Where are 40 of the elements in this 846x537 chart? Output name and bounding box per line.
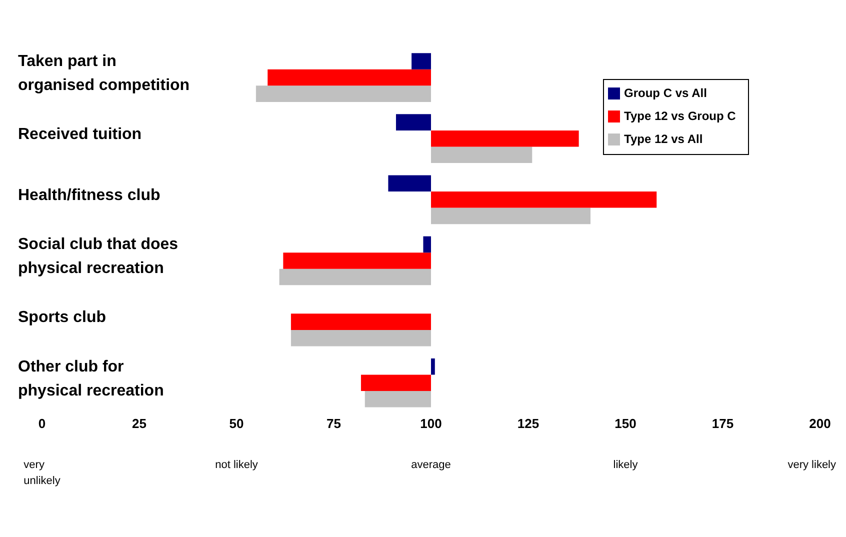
text: very unlikely	[24, 458, 61, 487]
text: average	[411, 458, 451, 471]
y-tick-label: Sports club	[18, 309, 106, 326]
bar	[431, 192, 657, 208]
bar	[431, 358, 435, 375]
legend-label: Type 12 vs Group C	[624, 108, 736, 123]
y-tick-label: Other club for physical recreation	[18, 358, 164, 400]
text: not likely	[215, 458, 258, 471]
bar	[388, 175, 431, 192]
bar	[412, 53, 431, 70]
x-tick-label: 75	[326, 416, 341, 431]
y-tick-label: Health/fitness club	[18, 187, 160, 204]
bar	[279, 268, 431, 286]
bar	[290, 314, 431, 330]
bar	[431, 146, 532, 164]
x-tick-label: 175	[712, 416, 734, 431]
y-tick-label: Social club that does physical recreation	[18, 236, 178, 278]
text: likely	[613, 458, 638, 471]
y-tick-label: Taken part in organised competition	[18, 52, 190, 94]
x-tick-label: 0	[38, 416, 46, 431]
bar	[431, 208, 590, 224]
bar	[268, 69, 431, 86]
bar	[360, 374, 431, 392]
x-tick-label: 50	[229, 416, 244, 431]
y-tick-label: Received tuition	[18, 126, 142, 144]
bar	[364, 391, 431, 408]
x-tick-label: 150	[614, 416, 636, 431]
bar	[290, 330, 431, 346]
legend-label: Group C vs All	[624, 86, 707, 100]
bar	[256, 86, 431, 102]
x-tick-label: 200	[809, 416, 831, 431]
bar	[283, 252, 431, 269]
bar	[431, 130, 579, 147]
text: very likely	[788, 458, 836, 471]
x-tick-label: 100	[420, 416, 442, 431]
bar	[423, 236, 431, 253]
bar	[396, 114, 431, 130]
legend-label: Type 12 vs All	[624, 132, 703, 146]
x-tick-label: 125	[517, 416, 540, 431]
x-tick-label: 25	[132, 416, 146, 431]
